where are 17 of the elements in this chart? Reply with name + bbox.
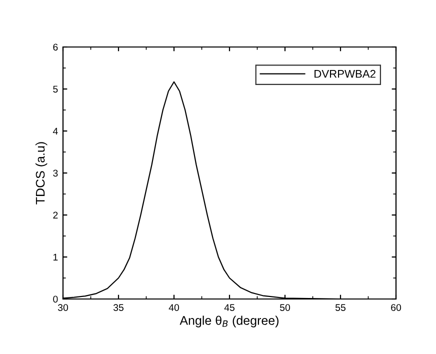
x-tick-label: 45 [224,304,234,311]
x-tick-label: 40 [168,304,180,311]
x-tick-label: 55 [335,304,346,311]
x-tick-label: 60 [391,304,402,311]
y-tick-label: 3 [53,170,58,177]
y-tick-label: 6 [53,44,58,51]
x-tick-label: 30 [58,304,68,311]
x-tick-label: 50 [280,304,290,311]
x-axis-title: Angle θ$_{B}$ (degree) [180,316,278,328]
y-tick-label: 4 [52,128,58,135]
legend-label: DVRPWBA2 [314,70,376,78]
y-tick-label: 5 [53,86,58,93]
y-axis-title: TDCS (a.u) [36,142,48,204]
y-tick-label: 1 [53,254,58,261]
x-tick-label: 35 [113,304,124,311]
y-tick-label: 2 [53,212,58,219]
y-tick-label: 0 [53,296,58,303]
